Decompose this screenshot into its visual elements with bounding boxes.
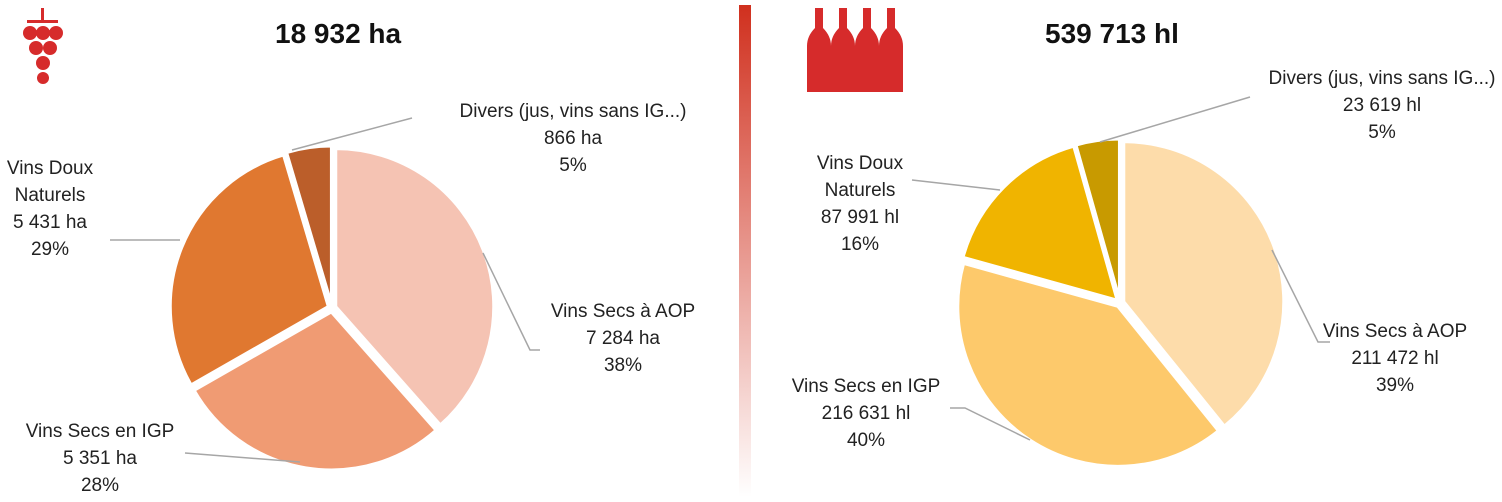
leader-line xyxy=(184,452,301,463)
leader-line xyxy=(911,179,1001,191)
data-label: Vins Secs en IGP 216 631 hl 40% xyxy=(766,373,966,454)
divider xyxy=(739,5,751,497)
value-label: 87 991 hl xyxy=(820,207,900,228)
grape-icon xyxy=(23,8,63,84)
pie-slice xyxy=(284,144,333,305)
percent-label: 16% xyxy=(840,234,880,255)
chart-title: 539 713 hl xyxy=(1045,18,1179,49)
leader-line xyxy=(950,407,1031,441)
category: Vins Doux Naturels xyxy=(816,153,904,201)
pie-slice xyxy=(192,310,439,472)
value-label: 5 351 ha xyxy=(63,448,137,469)
pie-slice xyxy=(334,147,496,428)
percent-label: 28% xyxy=(80,475,120,496)
leader-line xyxy=(482,252,540,351)
pie-slice xyxy=(168,153,331,387)
value-label: 216 631 hl xyxy=(821,403,911,424)
category: Vins Doux Naturels xyxy=(6,158,94,206)
value-label: 866 ha xyxy=(543,128,603,149)
data-label: Divers (jus, vins sans IG...) 23 619 hl 5% xyxy=(1262,65,1502,146)
value-label: 23 619 hl xyxy=(1342,95,1422,116)
leader-line xyxy=(1271,249,1330,343)
data-label: Vins Doux Naturels 5 431 ha 29% xyxy=(0,155,100,263)
percent-label: 38% xyxy=(603,355,643,376)
data-label: Vins Secs en IGP 5 351 ha 28% xyxy=(0,418,200,499)
percent-label: 40% xyxy=(846,430,886,451)
data-label: Divers (jus, vins sans IG...) 866 ha 5% xyxy=(418,98,728,179)
leader-line xyxy=(1099,96,1251,143)
percent-label: 39% xyxy=(1375,375,1415,396)
percent-label: 5% xyxy=(1368,122,1396,143)
category: Vins Secs à AOP xyxy=(1322,321,1468,342)
pie-slice xyxy=(961,144,1120,303)
bottles-icon xyxy=(807,8,903,92)
value-label: 7 284 ha xyxy=(586,328,660,349)
category: Vins Secs en IGP xyxy=(791,376,941,397)
category: Divers (jus, vins sans IG...) xyxy=(459,101,687,122)
data-label: Vins Secs à AOP 7 284 ha 38% xyxy=(543,298,703,379)
percent-label: 29% xyxy=(30,239,70,260)
pie-slice xyxy=(1074,137,1121,300)
value-label: 211 472 hl xyxy=(1351,348,1439,369)
percent-label: 5% xyxy=(559,155,587,176)
category: Vins Secs à AOP xyxy=(550,301,696,322)
chart-title: 18 932 ha xyxy=(275,18,402,49)
leader-line xyxy=(291,117,413,151)
data-label: Vins Secs à AOP 211 472 hl 39% xyxy=(1315,318,1475,399)
category: Divers (jus, vins sans IG...) xyxy=(1268,68,1496,89)
category: Vins Secs en IGP xyxy=(25,421,175,442)
pie-slice xyxy=(1122,140,1286,429)
value-label: 5 431 ha xyxy=(13,212,87,233)
data-label: Vins Doux Naturels 87 991 hl 16% xyxy=(790,150,930,258)
